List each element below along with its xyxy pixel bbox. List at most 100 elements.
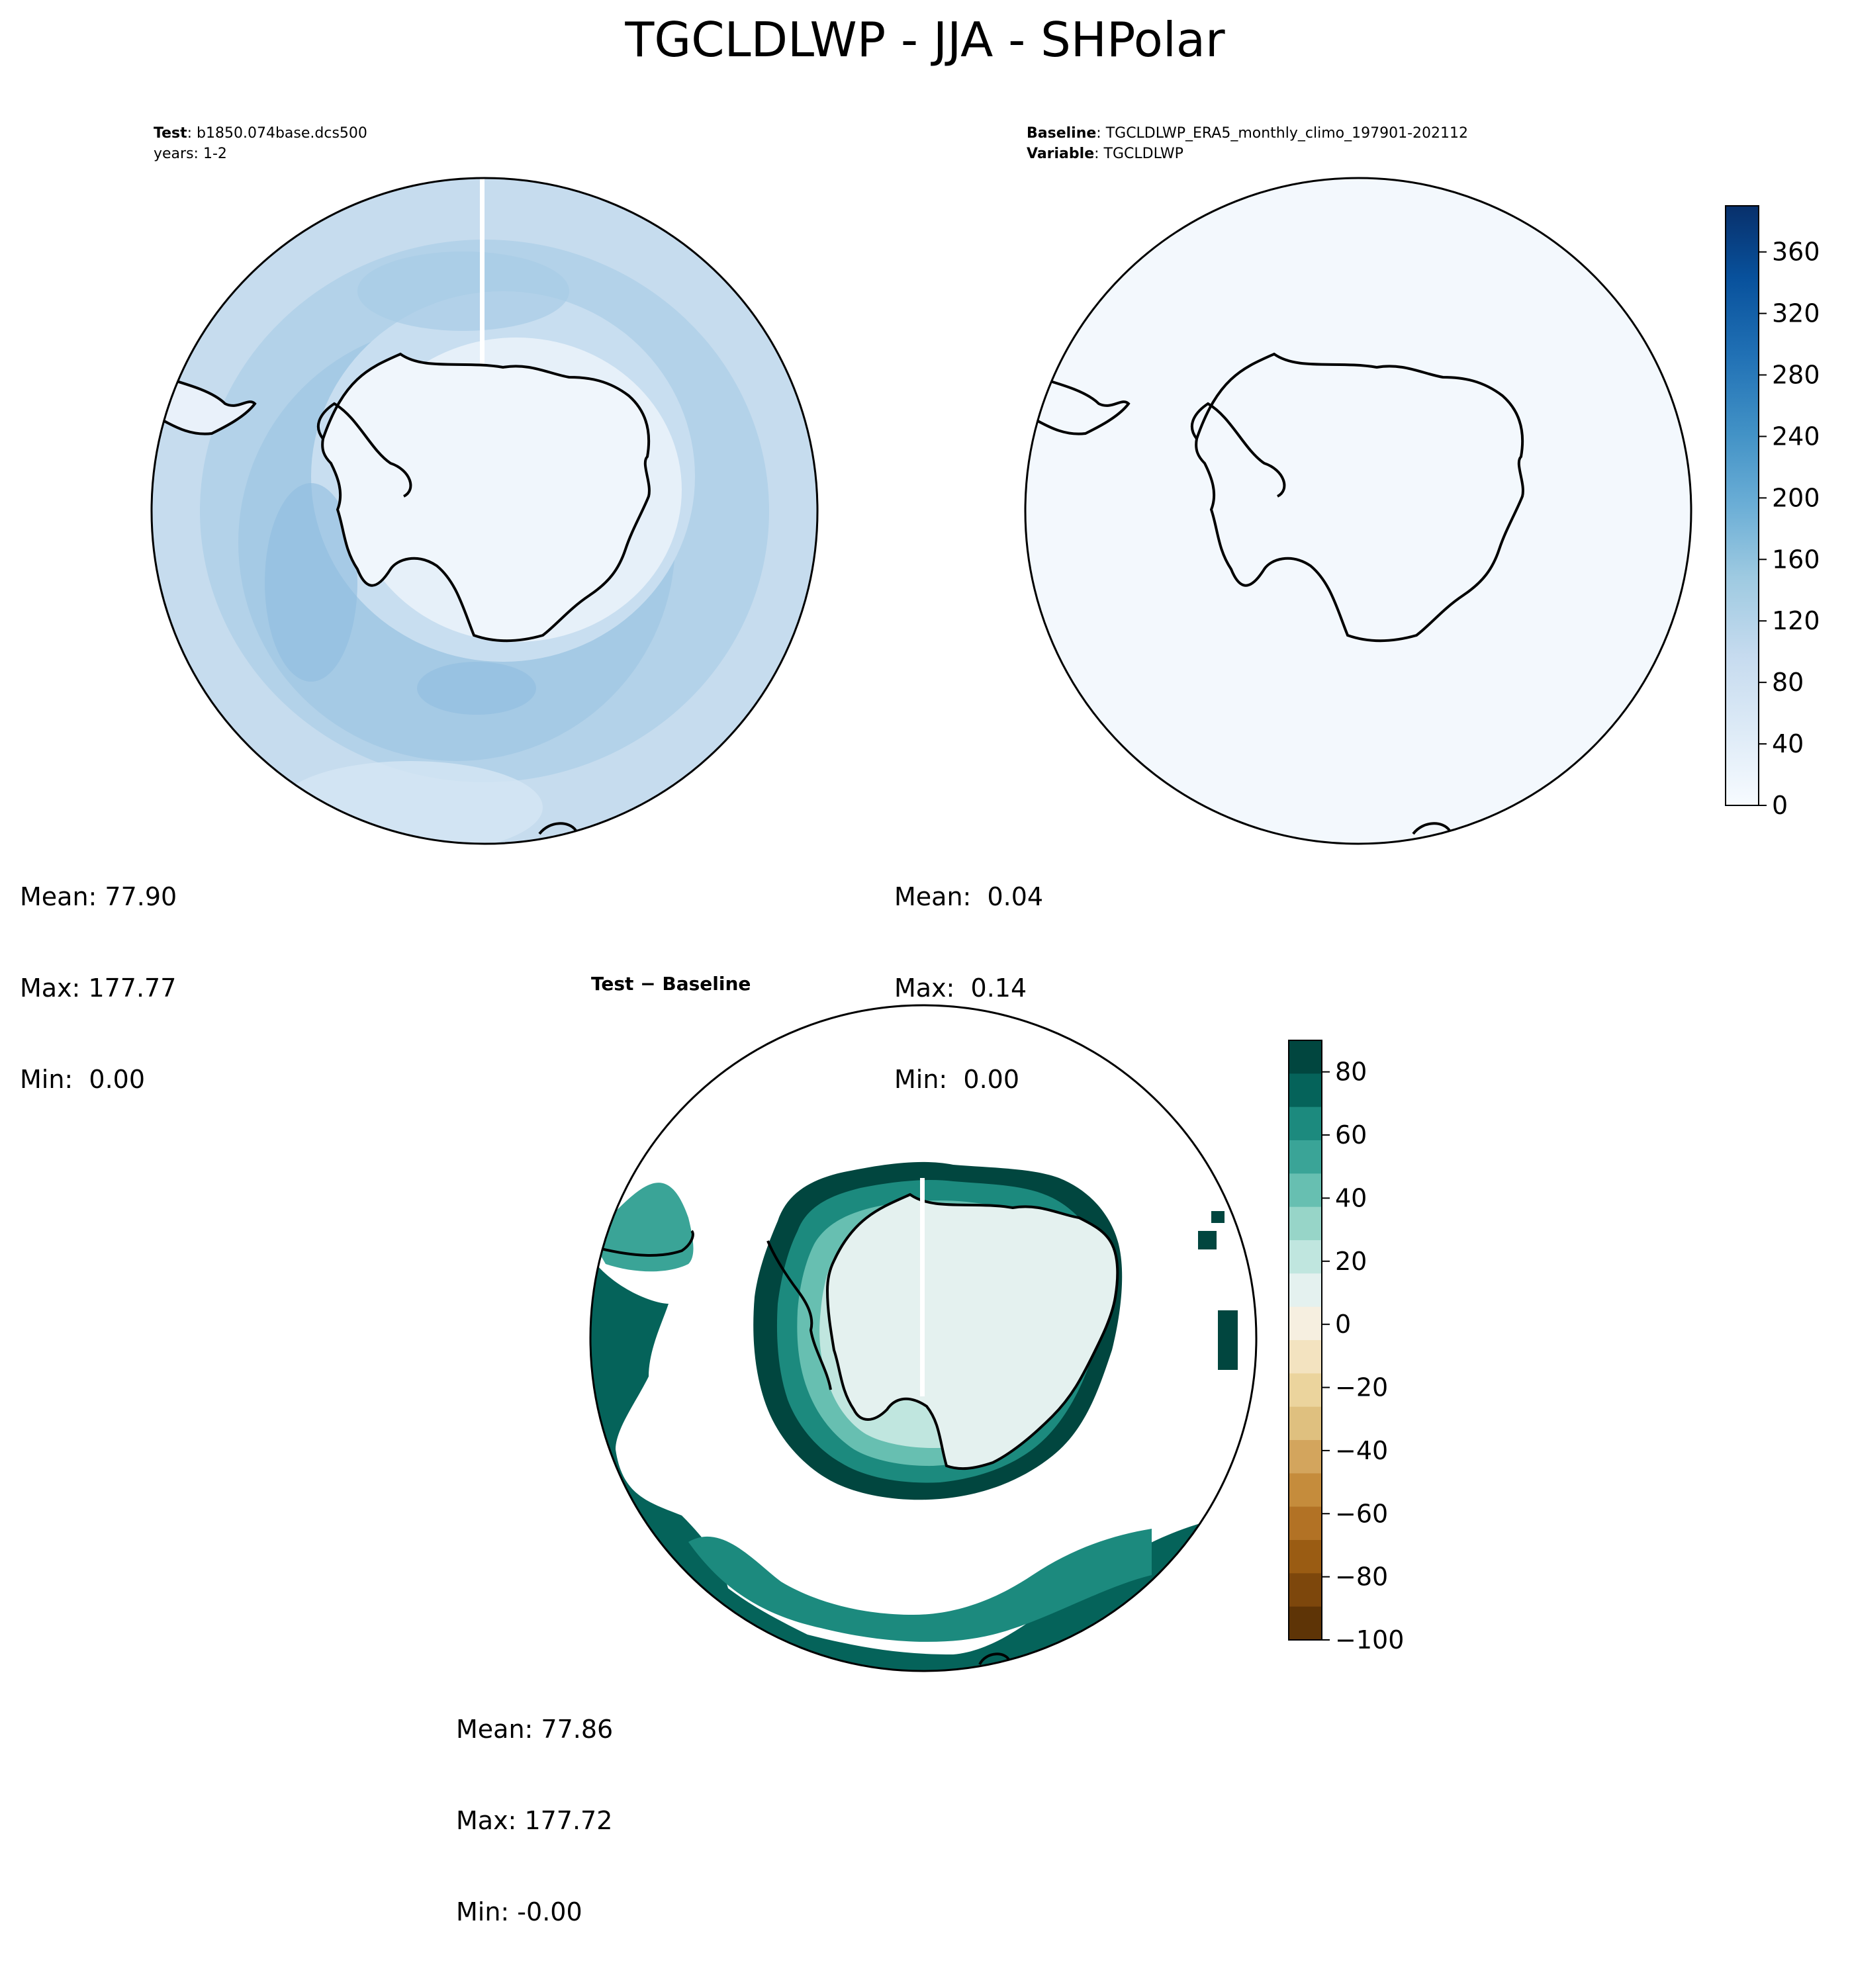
colorbar-blues-tick-label: 280 [1772,361,1820,390]
colorbar-brbg-band [1289,1440,1322,1474]
colorbar-brbg-band [1289,1306,1322,1341]
test-south-america-outline [152,373,257,435]
test-peninsula-outline [317,402,412,498]
colorbar-brbg-band [1289,1273,1322,1308]
colorbar-brbg-tick-label: −20 [1335,1373,1388,1402]
colorbar-brbg-band [1289,1173,1322,1208]
test-label-key: Test [154,125,187,142]
test-years: years: 1-2 [154,146,227,162]
colorbar-brbg-tick-label: 20 [1335,1247,1367,1276]
colorbar-brbg-band [1289,1073,1322,1108]
baseline-mean: Mean: 0.04 [894,882,1044,911]
baseline-peninsula-outline [1191,402,1286,498]
baseline-south-america-outline [1025,373,1131,435]
diff-seam [920,1178,925,1396]
baseline-map-border [1024,177,1692,845]
diff-south-america-shade [590,1183,694,1272]
test-blob-bottom [278,761,543,844]
colorbar-brbg-tick-label: 0 [1335,1310,1351,1339]
colorbar-blues-tick-label: 80 [1772,668,1804,697]
colorbar-brbg-band [1289,1373,1322,1408]
diff-peninsula-outline [766,1240,832,1390]
test-map [150,177,819,845]
diff-map [589,1004,1258,1672]
colorbar-brbg-band [1289,1340,1322,1374]
diff-stats: Mean: 77.86 Max: 177.72 Min: -0.00 [456,1653,613,1988]
baseline-variable-value: TGCLDLWP [1103,146,1183,162]
colorbar-brbg-tick-label: 40 [1335,1183,1367,1212]
colorbar-brbg-tick-label: −60 [1335,1499,1388,1528]
test-max: Max: 177.77 [20,973,177,1003]
test-map-border [150,177,819,845]
colorbar-brbg-band [1289,1240,1322,1274]
colorbar-blues-tick-label: 200 [1772,483,1820,512]
baseline-map-fill [1025,178,1691,844]
colorbar-blues-tick-label: 40 [1772,729,1804,758]
colorbar-brbg-band [1289,1573,1322,1607]
test-label-value: b1850.074base.dcs500 [197,125,367,142]
colorbar-brbg-band [1289,1040,1322,1074]
colorbar-blues-bar [1725,205,1759,806]
test-antarctica-outline [321,352,651,643]
colorbar-brbg-band [1289,1140,1322,1174]
colorbar-blues-tick-label: 360 [1772,238,1820,267]
diff-title-a: Test [591,973,634,995]
diff-south-america-outline [595,1230,694,1257]
diff-title-b: Baseline [662,973,751,995]
test-mean: Mean: 77.90 [20,882,177,911]
colorbar-brbg-band [1289,1506,1322,1541]
baseline-label-value: TGCLDLWP_ERA5_monthly_climo_197901-20211… [1105,125,1468,142]
colorbar-blues-ticks: 0 40 80 120 160 200 240 280 320 360 [1759,238,1820,820]
colorbar-brbg-band [1289,1206,1322,1241]
diff-max: Max: 177.72 [456,1806,613,1835]
colorbar-brbg-tick-label: −40 [1335,1436,1388,1465]
colorbar-brbg-band [1289,1107,1322,1141]
diff-title-sep: − [640,973,656,995]
diff-island-outline [978,1652,1011,1666]
colorbar-brbg-tick-label: −80 [1335,1562,1388,1592]
baseline-label: Baseline: TGCLDLWP_ERA5_monthly_climo_19… [1027,125,1468,162]
test-label: Test: b1850.074base.dcs500 years: 1-2 [154,125,367,162]
test-blob-west [265,483,357,682]
colorbar-brbg-band [1289,1540,1322,1574]
colorbar-brbg: 80 60 40 20 0 −20 −40 −60 −80 −100 [1288,1040,1404,1654]
colorbar-brbg-band [1289,1606,1322,1641]
diff-mean: Mean: 77.86 [456,1715,614,1744]
colorbar-brbg-band [1289,1473,1322,1508]
diff-min: Min: -0.00 [456,1897,582,1926]
baseline-map [1024,177,1692,845]
colorbar-brbg-ticks: 80 60 40 20 0 −20 −40 −60 −80 −100 [1322,1058,1404,1654]
baseline-min: Min: 0.00 [894,1065,1019,1094]
baseline-stats: Mean: 0.04 Max: 0.14 Min: 0.00 [894,821,1043,1155]
figure-title: TGCLDLWP - JJA - SHPolar [625,12,1225,68]
diff-east-patch [1218,1310,1238,1370]
colorbar-brbg-band [1289,1406,1322,1441]
colorbar-blues: 0 40 80 120 160 200 240 280 320 360 [1725,205,1820,820]
baseline-variable-key: Variable [1027,146,1095,162]
diff-map-border [589,1004,1258,1672]
colorbar-brbg-tick-label: 60 [1335,1120,1367,1150]
diff-east-dot-a [1198,1231,1217,1249]
colorbar-blues-tick-label: 120 [1772,606,1820,635]
test-blob-north [357,251,569,331]
diff-ocean-band [590,1257,1256,1671]
colorbar-brbg-frame [1288,1040,1322,1641]
diff-antarctica-outline [825,1193,1119,1470]
test-min: Min: 0.00 [20,1065,145,1094]
diff-title: Test − Baseline [591,973,751,995]
baseline-island-outline [1412,822,1451,835]
colorbar-brbg-bands [1289,1040,1322,1641]
colorbar-blues-tick-label: 0 [1772,791,1788,820]
colorbar-blues-tick-label: 320 [1772,299,1820,328]
baseline-antarctica-outline [1195,352,1524,643]
diff-ocean-band-inner [688,1529,1152,1642]
diff-east-dot-b [1211,1211,1225,1223]
test-seam [480,178,485,364]
test-blob-south [417,662,536,715]
test-stats: Mean: 77.90 Max: 177.77 Min: 0.00 [20,821,177,1155]
colorbar-blues-tick-label: 160 [1772,545,1820,574]
test-island-outline [538,822,577,835]
colorbar-blues-tick-label: 240 [1772,422,1820,451]
baseline-label-key: Baseline [1027,125,1097,142]
